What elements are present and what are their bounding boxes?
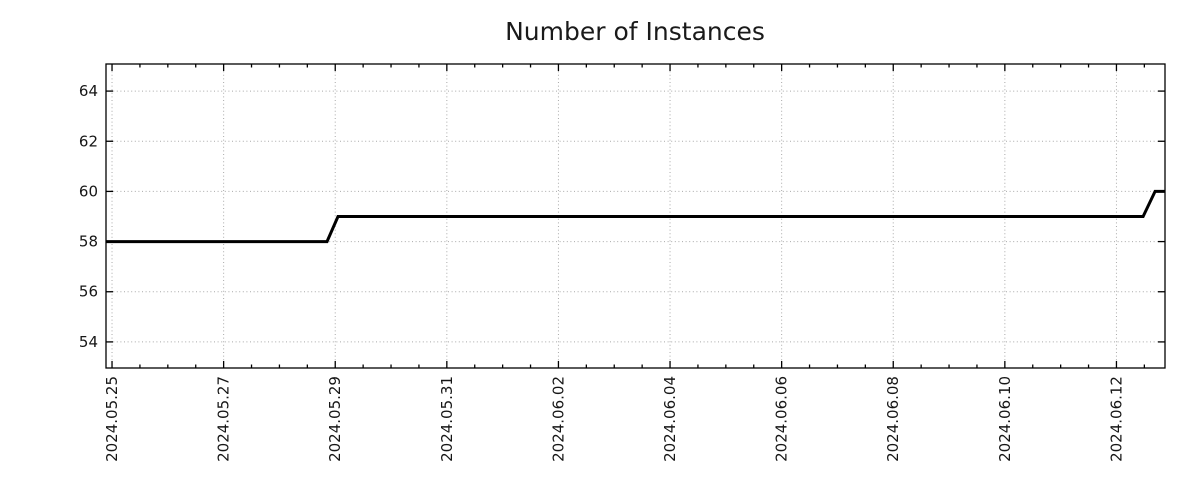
x-tick-label: 2024.05.27	[215, 376, 233, 462]
y-tick-label: 56	[79, 283, 98, 301]
y-tick-label: 60	[79, 182, 98, 200]
plot-border	[105, 63, 1166, 369]
x-tick-label: 2024.06.06	[773, 376, 791, 462]
y-tick-label: 58	[79, 233, 98, 251]
chart-title: Number of Instances	[505, 17, 765, 46]
x-tick-label: 2024.05.31	[438, 376, 456, 462]
y-tick-label: 64	[79, 82, 98, 100]
tick-label-layer: 2024.05.25 2024.05.27 2024.05.29 2024.05.31…	[79, 82, 1126, 462]
x-tick-label: 2024.05.25	[103, 376, 121, 462]
y-tick-label: 62	[79, 132, 98, 150]
y-tick-label: 54	[79, 333, 98, 351]
x-tick-label: 2024.05.29	[326, 376, 344, 462]
x-tick-label: 2024.06.04	[661, 376, 679, 462]
data-line	[106, 189, 1165, 244]
x-tick-label: 2024.06.02	[549, 376, 567, 462]
series-layer	[106, 189, 1165, 244]
x-tick-label: 2024.06.10	[996, 376, 1014, 462]
x-tick-label: 2024.06.08	[884, 376, 902, 462]
x-tick-label: 2024.06.12	[1107, 376, 1125, 462]
